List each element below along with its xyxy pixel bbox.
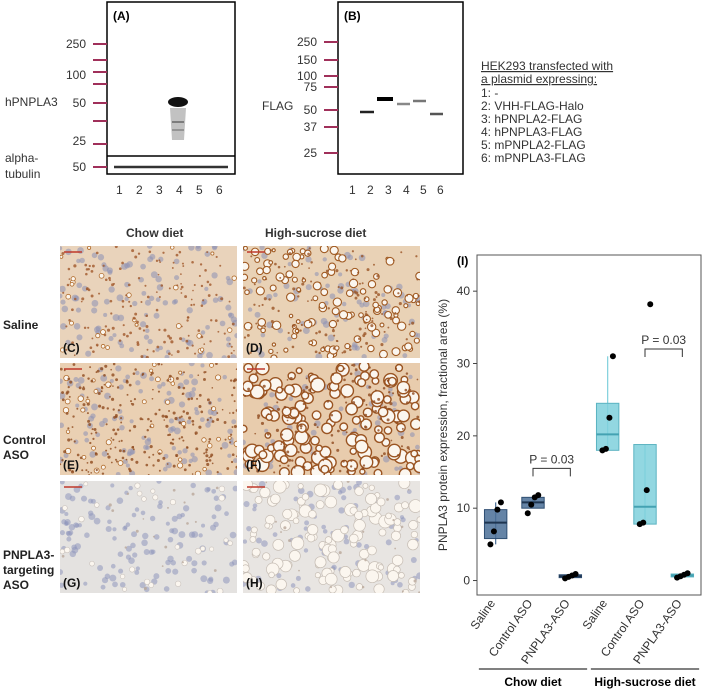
row-label-saline: Saline [3,318,39,332]
data-point [684,570,691,577]
mw-label: 50 [304,103,318,117]
y-axis-label: PNPLA3 protein expression, fractional ar… [436,299,450,551]
mw-label: 100 [297,69,317,83]
y-tick-label: 40 [457,284,471,298]
blot-panels: (A) 250 100 50 25 50 hPNPLA3 alpha- tubu… [5,1,613,197]
blot-a-frame [106,1,236,175]
micrograph-chow-saline [60,246,237,358]
legend-item: 6: mPNPLA3-FLAG [481,151,586,165]
blot-b-frame [337,1,464,175]
data-point [572,571,579,578]
micrograph-chow-control [60,363,237,475]
data-point [606,414,613,421]
data-point [487,541,494,548]
panel-label-d: (D) [246,341,263,355]
band-hpnpla3-lane4 [168,97,188,107]
panel-label-h: (H) [246,576,263,590]
data-point [494,506,501,513]
blot-a-loading-label-2: tubulin [5,167,40,181]
mw-label: 250 [66,37,86,51]
plot-frame [476,254,702,596]
row-label-pnpla3-1: PNPLA3- [3,548,55,562]
x-tick-label: Saline [468,596,499,632]
mw-label: 50 [73,160,87,174]
legend-item: 1: - [481,86,498,100]
mw-label: 75 [304,80,318,94]
lane-label: 2 [136,183,143,197]
panel-a-label: (A) [113,9,130,23]
row-label-pnpla3-2: targeting [3,563,55,577]
mw-label: 25 [304,146,318,160]
significance-bracket [644,348,683,358]
y-tick-label: 0 [463,574,470,588]
panel-label-c: (C) [63,341,80,355]
lane-label: 3 [156,183,163,197]
lane-label: 2 [367,183,374,197]
legend-heading-2: a plasmid expressing: [481,72,597,86]
col-header-high-sucrose: High-sucrose diet [265,226,367,240]
significance-bracket [532,467,571,477]
lane-label: 1 [349,183,356,197]
micrograph-hs-saline [243,246,420,358]
mw-label: 25 [73,134,87,148]
box [483,509,508,540]
data-point [647,301,654,308]
group-label: High-sucrose diet [594,675,695,689]
data-point [524,510,531,517]
panel-label-e: (E) [63,458,79,472]
y-tick-label: 20 [457,429,471,443]
panel-label-i: (I) [457,254,468,268]
row-label-control-aso-2: ASO [3,448,30,462]
lane-label: 6 [216,183,223,197]
data-point [602,445,609,452]
mw-label: 250 [297,35,317,49]
x-tick-label: Saline [580,596,611,632]
legend-item: 5: mPNPLA2-FLAG [481,138,586,152]
y-tick-label: 30 [457,357,471,371]
p-value-label: P = 0.03 [529,452,574,466]
mw-label: 37 [304,120,318,134]
lane-label: 3 [385,183,392,197]
data-point [640,519,647,526]
panel-b-label: (B) [344,9,361,23]
p-value-label: P = 0.03 [641,333,686,347]
legend-item: 3: hPNPLA2-FLAG [481,112,582,126]
row-label-control-aso-1: Control [3,433,46,447]
panel-label-g: (G) [63,576,81,590]
data-point [528,501,535,508]
mw-label: 50 [73,96,87,110]
blot-a-target-label: hPNPLA3 [5,95,58,109]
group-label: Chow diet [504,675,561,689]
data-point [643,487,650,494]
lane-label: 5 [196,183,203,197]
y-tick-label: 10 [457,501,471,515]
data-point [497,499,504,506]
mw-label: 100 [66,68,86,82]
col-header-chow: Chow diet [126,226,184,240]
lane-label: 4 [403,183,410,197]
band-smear-lane4 [170,108,186,140]
lane-label: 1 [116,183,123,197]
micrograph-chow-pnpla3 [60,481,237,593]
data-point [535,492,542,499]
data-point [490,528,497,535]
lane-label: 4 [176,183,183,197]
mw-label: 150 [297,53,317,67]
legend-item: 2: VHH-FLAG-Halo [481,99,584,113]
data-point [609,353,616,360]
lane-label: 5 [420,183,427,197]
box [633,444,657,525]
row-label-pnpla3-3: ASO [3,578,30,592]
blot-a-loading-label-1: alpha- [5,151,38,165]
micrograph-hs-control [243,363,420,475]
legend-item: 4: hPNPLA3-FLAG [481,125,582,139]
box [595,402,620,451]
legend-heading-1: HEK293 transfected with [481,59,613,73]
panel-label-f: (F) [246,458,262,472]
micrograph-hs-pnpla3 [243,481,420,593]
blot-b-target-label: FLAG [262,99,293,113]
lane-label: 6 [437,183,444,197]
